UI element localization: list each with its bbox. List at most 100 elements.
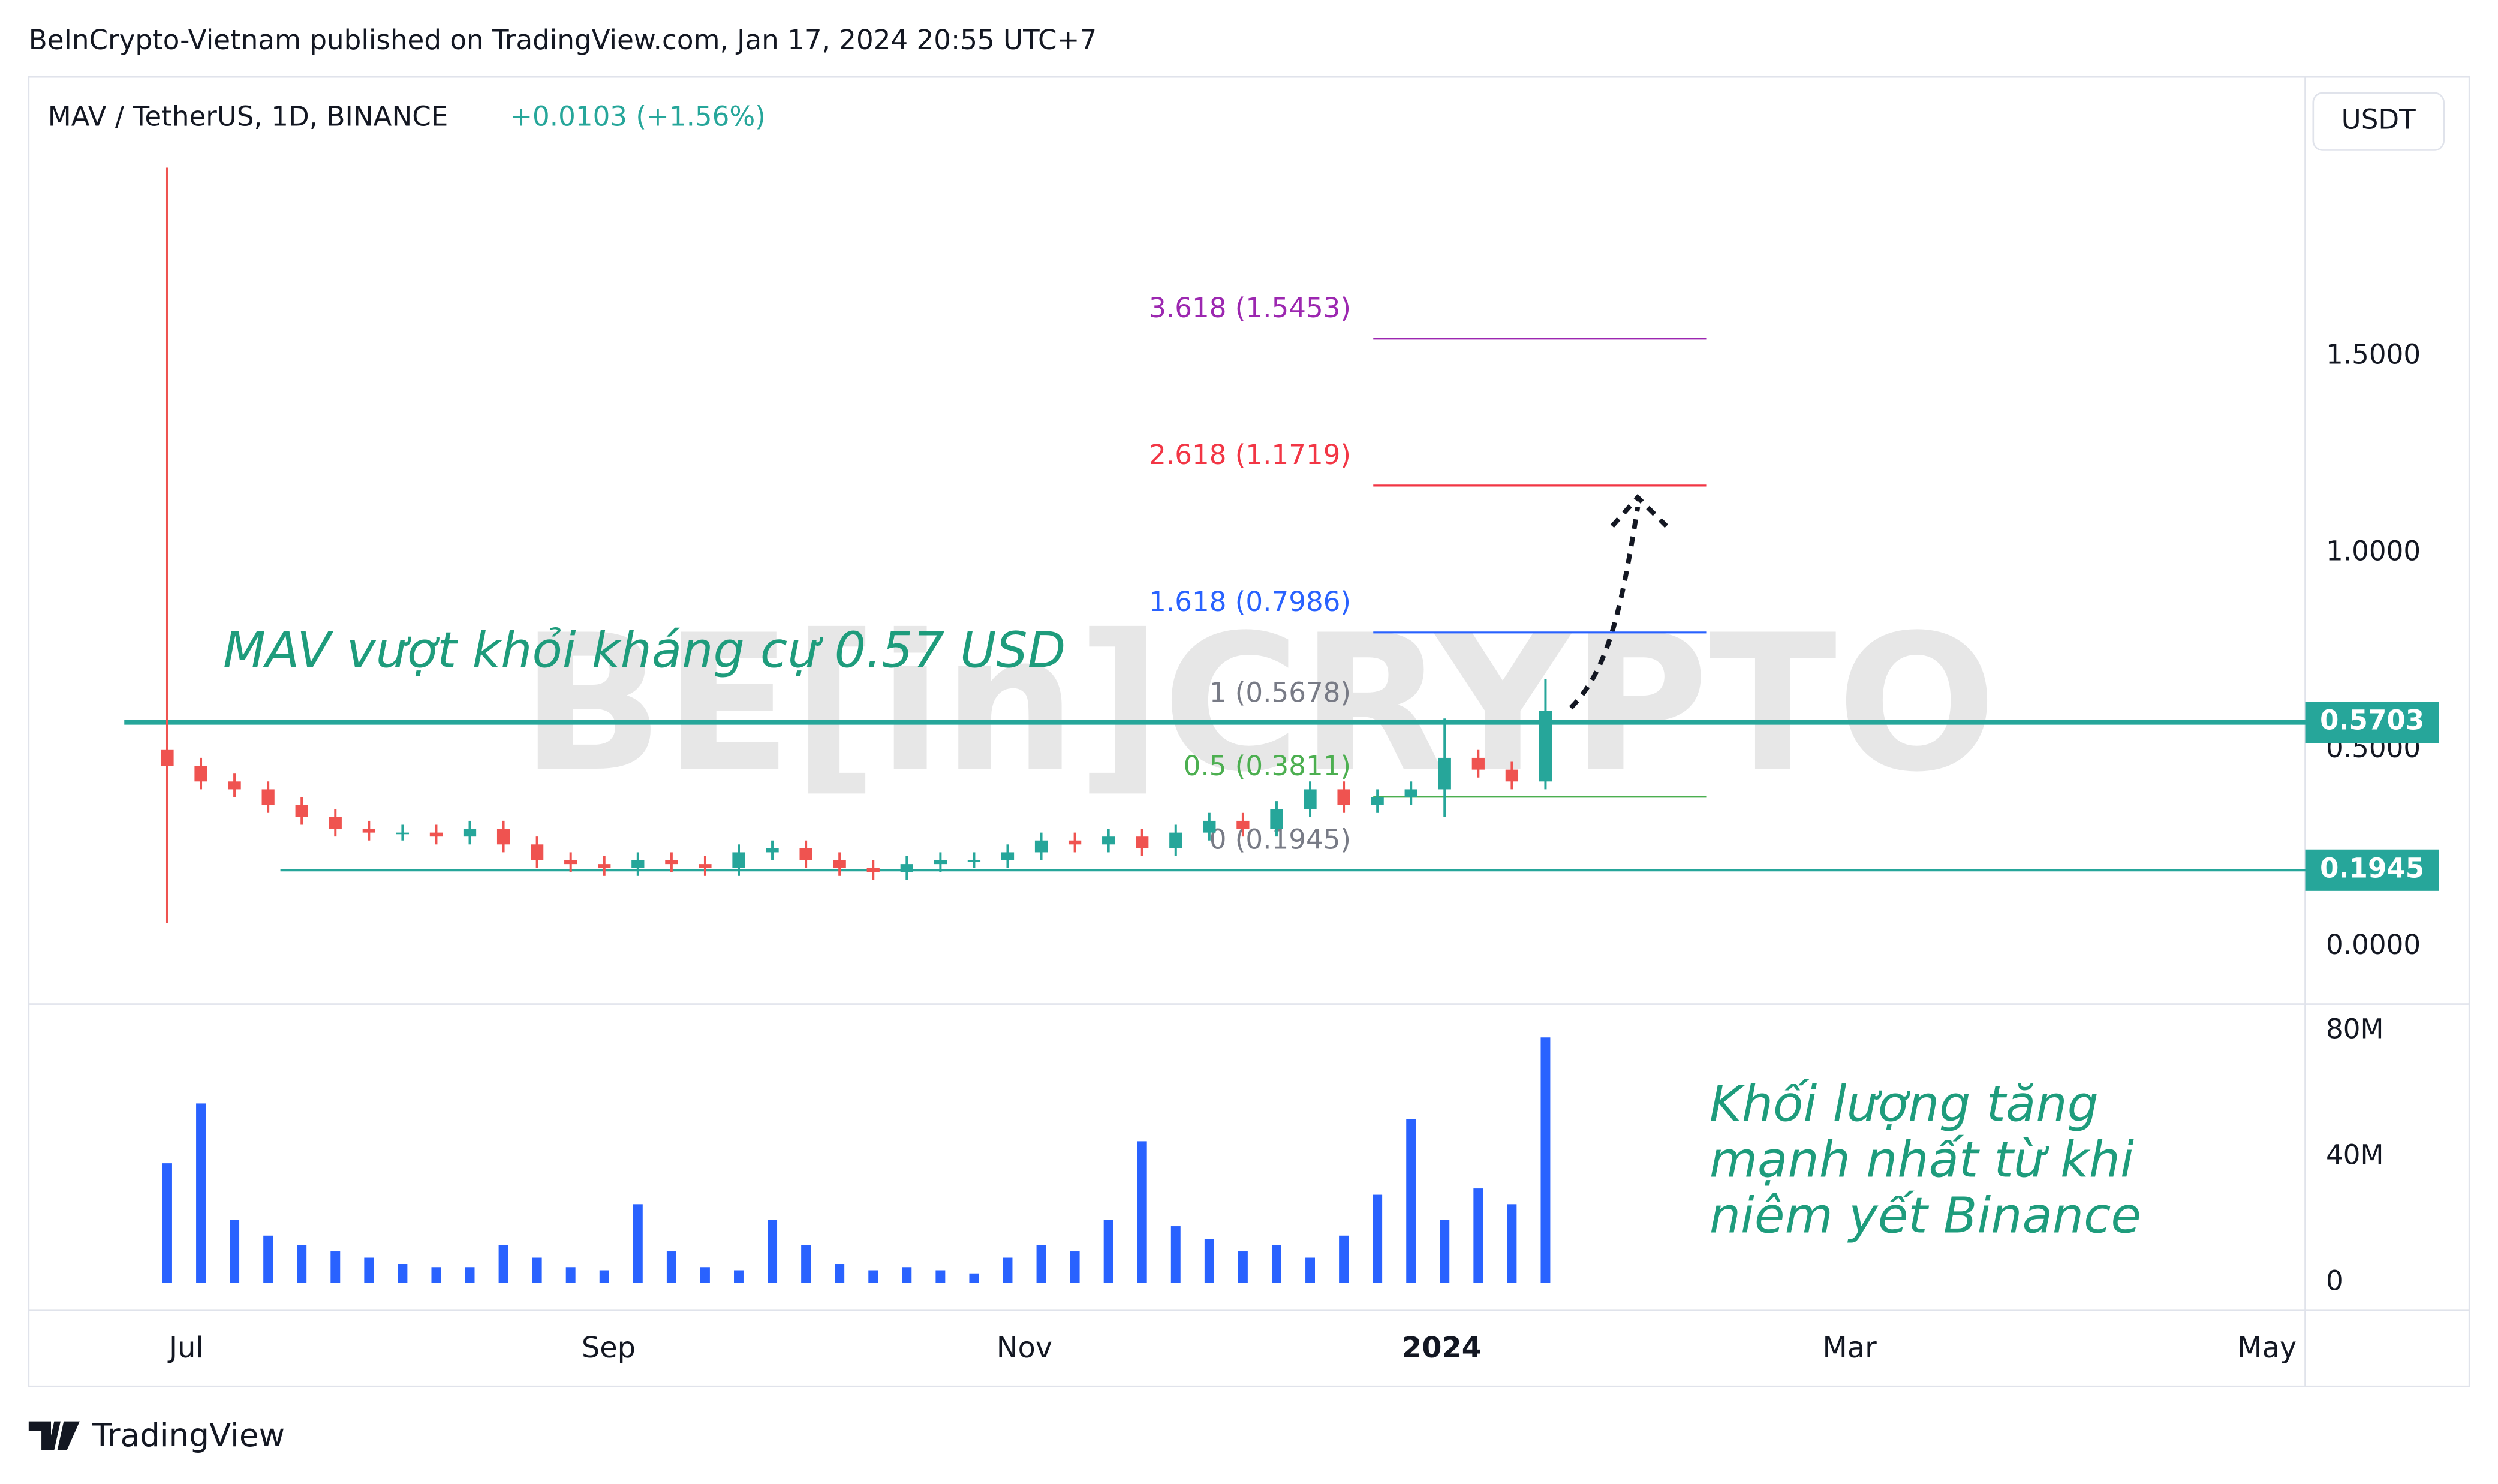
fib-label: 1.618 (0.7986) xyxy=(1149,586,1351,618)
fib-label: 2.618 (1.1719) xyxy=(1149,439,1351,471)
volume-bar xyxy=(1238,1251,1248,1283)
candle-body xyxy=(564,860,577,865)
candle-body xyxy=(1034,840,1048,853)
tv-logo: TradingView xyxy=(28,1417,285,1454)
fib-label: 1 (0.5678) xyxy=(1209,676,1351,708)
x-tick-label: Nov xyxy=(997,1332,1052,1365)
candle-body xyxy=(1203,820,1216,833)
arrow-head xyxy=(1610,493,1668,528)
candle-body xyxy=(699,864,712,868)
candle-body xyxy=(1404,789,1417,797)
volume-bar xyxy=(1070,1251,1080,1283)
price-label: 0.5703 xyxy=(2320,705,2424,736)
volume-bar xyxy=(1339,1235,1349,1283)
volume-annotation: niêm yết Binance xyxy=(1710,1188,2141,1245)
y-tick-label: 1.5000 xyxy=(2326,339,2421,371)
volume-bar xyxy=(1305,1257,1315,1283)
fib-label: 3.618 (1.5453) xyxy=(1149,292,1351,324)
candle-body xyxy=(598,864,611,868)
volume-bar xyxy=(633,1204,643,1283)
volume-tick-label: 0 xyxy=(2326,1265,2343,1296)
candle-body xyxy=(732,852,745,868)
header: BeInCrypto-Vietnam published on TradingV… xyxy=(29,24,1097,56)
volume-bar xyxy=(364,1257,374,1283)
volume-bar xyxy=(1440,1220,1450,1283)
x-tick-label: Jul xyxy=(167,1332,204,1365)
volume-bar xyxy=(532,1257,542,1283)
volume-bar xyxy=(263,1235,273,1283)
logo-icon xyxy=(28,1421,80,1450)
candle-body xyxy=(362,829,375,833)
currency[interactable]: USDT xyxy=(2342,104,2416,136)
volume-bar xyxy=(431,1267,441,1283)
currency-button[interactable] xyxy=(2312,92,2445,151)
fib-label: 0.5 (0.3811) xyxy=(1184,750,1351,782)
watermark: BE[in]CRYPTO xyxy=(520,594,1997,813)
volume-bar xyxy=(1137,1141,1147,1283)
candle-body xyxy=(1236,820,1250,829)
candle-body xyxy=(1471,757,1485,770)
volume-bar xyxy=(398,1264,408,1283)
candle-body xyxy=(866,868,880,872)
candle-body xyxy=(799,848,812,860)
candle-body xyxy=(463,829,477,837)
candle-body xyxy=(295,805,308,817)
volume-bar xyxy=(666,1251,676,1283)
candle-body xyxy=(228,781,241,790)
candle-body xyxy=(1505,769,1519,782)
candle-body xyxy=(833,860,846,868)
candle-body xyxy=(429,832,443,837)
candle-body xyxy=(934,860,947,865)
volume-bar xyxy=(1036,1245,1046,1283)
symbol: MAV / TetherUS, 1D, BINANCE xyxy=(48,100,449,132)
x-tick-label: 2024 xyxy=(1402,1332,1482,1365)
candle-body xyxy=(1371,797,1384,805)
candle-body xyxy=(1068,840,1082,845)
candle-body xyxy=(1136,836,1149,848)
candle-body xyxy=(396,832,410,835)
price-label-box xyxy=(2305,702,2439,743)
candle-body xyxy=(1539,711,1552,782)
volume-bar xyxy=(1540,1037,1551,1283)
volume-bar xyxy=(1473,1188,1483,1283)
volume-bar xyxy=(1204,1239,1214,1283)
candle-body xyxy=(967,860,981,862)
volume-bar xyxy=(734,1270,744,1283)
volume-annotation: Khối lượng tăng xyxy=(1710,1076,2099,1133)
x-tick-label: Mar xyxy=(1823,1332,1877,1365)
volume-bar xyxy=(835,1264,845,1283)
candle-body xyxy=(496,829,510,845)
y-tick-label: 0.0000 xyxy=(2326,929,2421,961)
arrow xyxy=(1569,506,1641,710)
candle-body xyxy=(1270,809,1283,829)
candle-body xyxy=(1304,789,1317,809)
price-change: +0.0103 (+1.56%) xyxy=(510,100,766,132)
volume-bar xyxy=(801,1245,811,1283)
volume-bar xyxy=(599,1270,609,1283)
volume-bar xyxy=(935,1270,946,1283)
volume-bar xyxy=(162,1163,172,1283)
volume-bar xyxy=(1406,1119,1416,1283)
footer: TradingView xyxy=(92,1417,285,1454)
volume-bar xyxy=(768,1220,778,1283)
volume-bar xyxy=(465,1267,475,1283)
volume-bar xyxy=(868,1270,878,1283)
volume-bar xyxy=(230,1220,240,1283)
x-tick-label: Sep xyxy=(582,1332,636,1365)
volume-bar xyxy=(1170,1226,1181,1283)
candle-body xyxy=(1001,852,1015,860)
candle-body xyxy=(1169,832,1182,848)
candle-body xyxy=(329,817,342,829)
candle-body xyxy=(665,860,678,865)
candle-body xyxy=(900,864,913,872)
price-label: 0.1945 xyxy=(2320,852,2424,884)
volume-bar xyxy=(498,1245,508,1283)
candle-body xyxy=(161,749,174,766)
volume-bar xyxy=(1271,1245,1281,1283)
annotation: MAV vượt khỏi kháng cự 0.57 USD xyxy=(223,622,1066,679)
volume-bar xyxy=(1507,1204,1517,1283)
volume-bar xyxy=(196,1103,206,1283)
